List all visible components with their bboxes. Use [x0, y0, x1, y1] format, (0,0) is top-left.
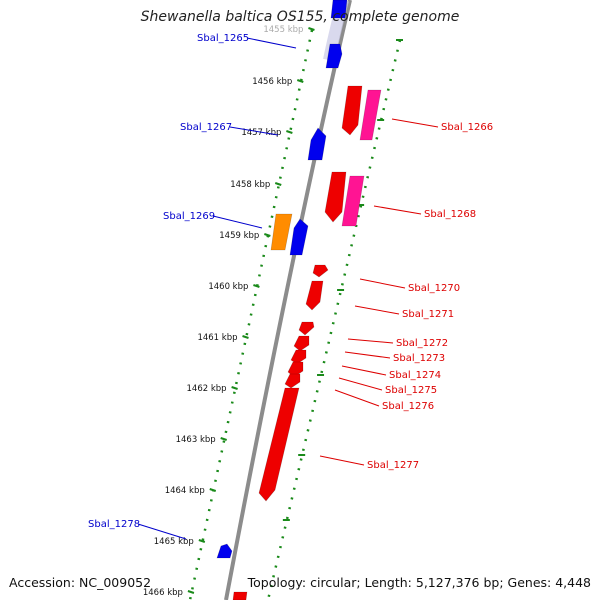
kbp-label: 1464 kbp [165, 486, 205, 496]
label-leader-lines [137, 37, 439, 540]
gene-sbal-1268-alt [341, 175, 365, 227]
gene-sbal-1274 [290, 349, 307, 365]
reverse-gene-label: Sbal_1276 [382, 401, 434, 412]
gene-sbal-1265 [325, 43, 343, 69]
gene-sbal-1266-alt [359, 89, 382, 141]
kbp-label: 1462 kbp [187, 384, 227, 394]
reverse-label-leader [354, 305, 400, 315]
kbp-tick [220, 437, 227, 441]
reverse-gene-label: Sbal_1266 [441, 122, 493, 133]
reverse-label-leader [391, 118, 439, 128]
gene-sbal-1278 [216, 543, 233, 559]
reverse-gene-label: Sbal_1277 [367, 460, 419, 471]
kbp-tick [198, 539, 206, 543]
kbp-label: 1455 kbp [263, 25, 303, 35]
kbp-tick [187, 590, 195, 594]
gene-sbal-1268 [324, 171, 347, 223]
reverse-label-leader [319, 455, 365, 466]
reverse-gene-label: Sbal_1271 [402, 309, 454, 320]
kbp-label: 1466 kbp [143, 588, 183, 598]
gene-sbal-1269-alt [270, 213, 293, 251]
kbp-label: 1461 kbp [197, 333, 237, 343]
kbp-tick [286, 130, 293, 134]
forward-gene-label: Sbal_1269 [163, 211, 215, 222]
forward-gene-label: Sbal_1265 [197, 33, 249, 44]
gene-sbal-1271 [305, 280, 324, 311]
kbp-tick [274, 182, 282, 186]
reverse-label-leader [347, 338, 394, 344]
gene-sbal-1276 [284, 373, 301, 389]
forward-label-leader [212, 215, 263, 229]
reverse-gene-label: Sbal_1273 [393, 353, 445, 364]
reverse-label-leader [359, 278, 406, 289]
kbp-tick [308, 27, 315, 31]
kbp-label: 1460 kbp [208, 282, 248, 292]
reverse-gene-label: Sbal_1275 [385, 385, 437, 396]
gene-features [216, 0, 382, 600]
gene-sbal-1270 [312, 264, 329, 278]
kbp-tick [209, 488, 217, 492]
forward-label-leader [137, 523, 187, 540]
reverse-label-leader [334, 389, 380, 407]
forward-label-leader [229, 126, 279, 136]
forward-gene-label: Sbal_1278 [88, 519, 140, 530]
gene-sbal-1279 [232, 591, 248, 600]
accession-text: Accession: NC_009052 [9, 575, 152, 590]
gene-sbal-1269 [289, 218, 309, 256]
gene-sbal-1264 [330, 0, 348, 19]
reverse-label-leader [341, 365, 387, 376]
gene-sbal-1267 [307, 127, 327, 161]
kbp-tick [296, 79, 304, 83]
genome-backbone [224, 0, 352, 600]
left-tick-track [188, 29, 314, 600]
kbp-label: 1457 kbp [241, 128, 281, 138]
reverse-gene-label: Sbal_1268 [424, 209, 476, 220]
reverse-gene-label: Sbal_1272 [396, 338, 448, 349]
map-title: Shewanella baltica OS155, complete genom… [140, 9, 460, 25]
forward-label-leader [246, 37, 297, 49]
kbp-label: 1465 kbp [154, 537, 194, 547]
right-tick-track [266, 39, 402, 600]
kbp-ticks: 1455 kbp 1456 kbp 1457 kbp 1458 kbp 1459 kbp… [143, 25, 403, 598]
kbp-tick [264, 233, 271, 237]
reverse-gene-label: Sbal_1270 [408, 283, 460, 294]
gene-sbal-1277 [258, 387, 300, 502]
kbp-label: 1459 kbp [219, 231, 259, 241]
kbp-label: 1463 kbp [176, 435, 216, 445]
kbp-label: 1458 kbp [230, 180, 270, 190]
reverse-label-leader [373, 205, 422, 215]
kbp-label: 1456 kbp [252, 77, 292, 87]
gene-labels: Sbal_1265 Sbal_1267 Sbal_1269 Sbal_1278 Sbal… [88, 33, 493, 530]
kbp-tick [253, 284, 260, 288]
gene-sbal-1266 [341, 85, 363, 136]
gene-sbal-1272 [298, 321, 315, 336]
forward-gene-label: Sbal_1267 [180, 122, 232, 133]
topology-text: Topology: circular; Length: 5,127,376 bp… [247, 575, 591, 590]
kbp-tick [242, 335, 249, 339]
gene-sbal-1273 [293, 335, 310, 352]
reverse-label-leader [344, 351, 391, 359]
kbp-tick [231, 386, 238, 390]
reverse-gene-label: Sbal_1274 [389, 370, 441, 381]
reverse-label-leader [338, 377, 383, 391]
